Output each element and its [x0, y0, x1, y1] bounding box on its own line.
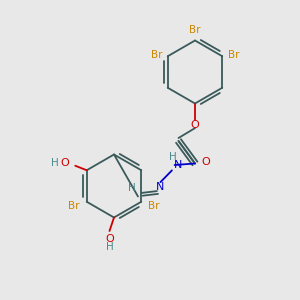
- Text: Br: Br: [189, 25, 201, 35]
- Text: O: O: [61, 158, 70, 168]
- Text: Br: Br: [151, 50, 162, 60]
- Text: O: O: [190, 120, 200, 130]
- Text: N: N: [174, 160, 182, 170]
- Text: O: O: [201, 157, 210, 167]
- Text: Br: Br: [68, 201, 80, 211]
- Text: O: O: [105, 233, 114, 244]
- Text: Br: Br: [228, 50, 239, 60]
- Text: H: H: [106, 242, 113, 253]
- Text: H: H: [51, 158, 59, 168]
- Text: H: H: [169, 152, 176, 163]
- Text: Br: Br: [148, 201, 160, 211]
- Text: N: N: [156, 182, 165, 193]
- Text: H: H: [128, 183, 135, 193]
